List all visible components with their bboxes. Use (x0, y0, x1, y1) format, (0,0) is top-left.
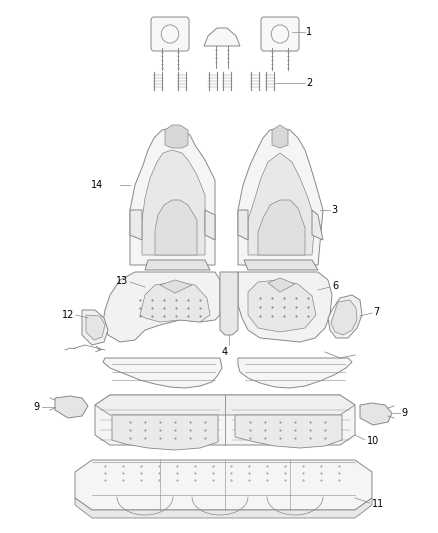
Polygon shape (95, 395, 355, 445)
Text: 13: 13 (116, 276, 128, 286)
Polygon shape (328, 295, 362, 338)
Polygon shape (312, 210, 323, 240)
Polygon shape (112, 415, 218, 450)
Polygon shape (331, 300, 357, 335)
Polygon shape (103, 358, 222, 388)
Polygon shape (55, 396, 88, 418)
Polygon shape (86, 315, 105, 340)
Polygon shape (103, 272, 220, 342)
Polygon shape (272, 125, 288, 148)
Polygon shape (268, 278, 295, 292)
Text: 9: 9 (401, 408, 407, 418)
Polygon shape (165, 125, 188, 148)
Polygon shape (130, 128, 215, 265)
Polygon shape (244, 260, 318, 270)
Text: 11: 11 (372, 499, 384, 509)
Polygon shape (238, 210, 248, 240)
FancyBboxPatch shape (261, 17, 299, 51)
Polygon shape (130, 210, 142, 240)
Polygon shape (238, 272, 332, 342)
Polygon shape (205, 210, 215, 240)
Text: 3: 3 (331, 205, 337, 215)
Text: 2: 2 (306, 78, 312, 88)
Text: 9: 9 (34, 402, 40, 412)
Polygon shape (160, 280, 192, 293)
Text: 14: 14 (91, 180, 103, 190)
Polygon shape (238, 128, 323, 265)
Polygon shape (204, 28, 240, 46)
Polygon shape (258, 200, 305, 255)
Polygon shape (95, 395, 355, 415)
Text: 10: 10 (367, 436, 379, 446)
Text: 12: 12 (62, 310, 74, 320)
FancyBboxPatch shape (151, 17, 189, 51)
Polygon shape (145, 260, 210, 270)
Polygon shape (360, 403, 392, 425)
Polygon shape (140, 282, 210, 322)
Polygon shape (142, 150, 205, 255)
Text: 7: 7 (373, 307, 379, 317)
Polygon shape (155, 200, 197, 255)
Text: 4: 4 (222, 347, 228, 357)
Polygon shape (75, 460, 372, 510)
Polygon shape (235, 415, 342, 448)
Polygon shape (75, 498, 372, 518)
Polygon shape (248, 280, 316, 332)
Text: 1: 1 (306, 27, 312, 37)
Polygon shape (220, 272, 238, 335)
Text: 6: 6 (332, 281, 338, 291)
Polygon shape (248, 153, 315, 255)
Polygon shape (82, 310, 108, 345)
Polygon shape (238, 358, 352, 388)
